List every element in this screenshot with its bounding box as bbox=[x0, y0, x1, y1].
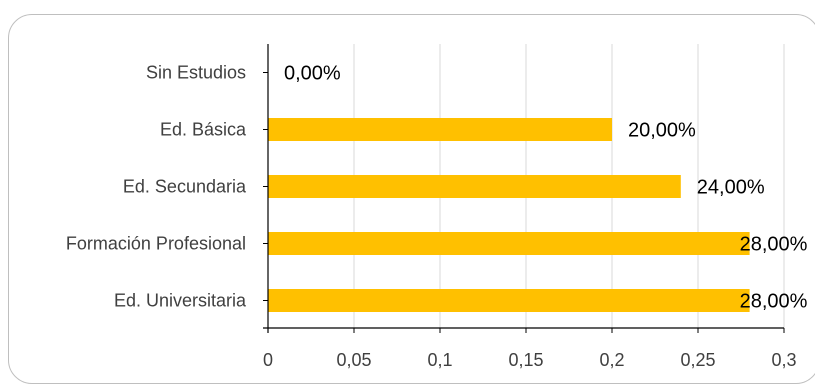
data-label-3: 28,00% bbox=[740, 234, 808, 256]
bar-3 bbox=[268, 232, 750, 255]
category-label-4: Ed. Universitaria bbox=[114, 291, 247, 311]
x-tick-label-6: 0,3 bbox=[771, 350, 796, 370]
x-tick-label-4: 0,2 bbox=[599, 350, 624, 370]
x-tick-label-5: 0,25 bbox=[680, 350, 715, 370]
category-label-0: Sin Estudios bbox=[146, 63, 246, 83]
x-tick-label-2: 0,1 bbox=[427, 350, 452, 370]
x-tick-label-0: 0 bbox=[263, 350, 273, 370]
chart-frame bbox=[8, 14, 815, 384]
category-label-2: Ed. Secundaria bbox=[123, 177, 247, 197]
bar-4 bbox=[268, 289, 750, 312]
bars bbox=[268, 118, 750, 312]
category-label-1: Ed. Básica bbox=[160, 120, 247, 140]
data-label-4: 28,00% bbox=[740, 291, 808, 313]
labels: 0 0,05 0,1 0,15 0,2 0,25 0,3 Sin Estudios 0,00% E… bbox=[66, 63, 808, 371]
bar-1 bbox=[268, 118, 612, 141]
bar-2 bbox=[268, 175, 681, 198]
data-label-2: 24,00% bbox=[697, 177, 765, 199]
data-label-0: 0,00% bbox=[284, 63, 341, 85]
x-tick-label-1: 0,05 bbox=[336, 350, 371, 370]
category-label-3: Formación Profesional bbox=[66, 234, 246, 254]
data-label-1: 20,00% bbox=[628, 120, 696, 142]
x-tick-label-3: 0,15 bbox=[508, 350, 543, 370]
axes bbox=[263, 44, 785, 333]
